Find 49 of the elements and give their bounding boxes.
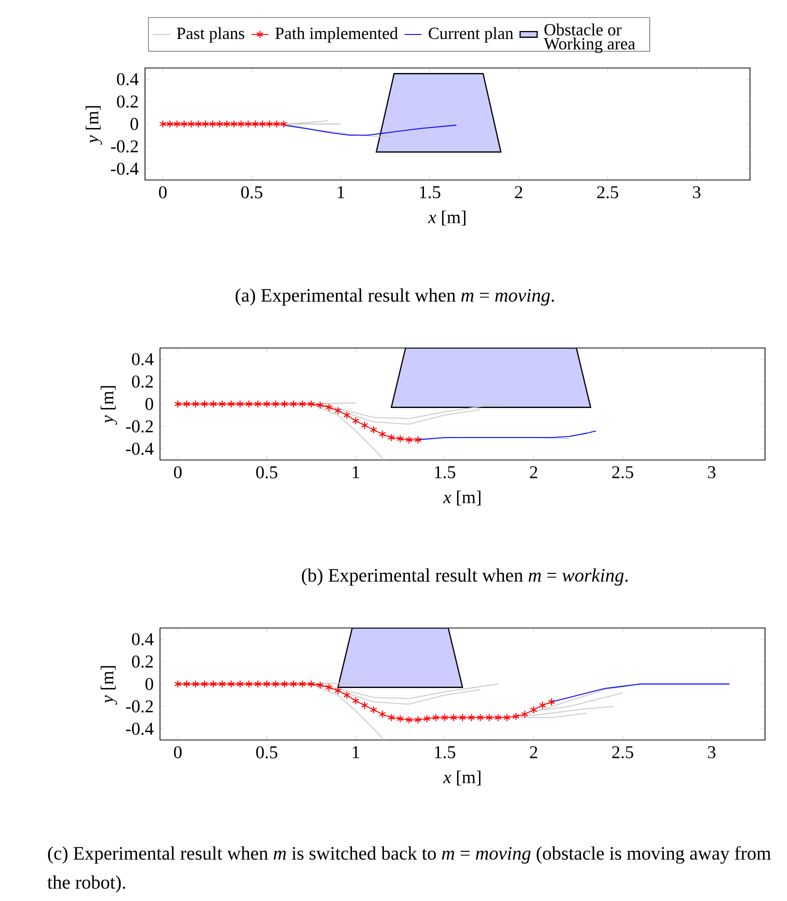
x-tick-label: 0 (174, 466, 182, 478)
y-tick-label: 0 (145, 398, 154, 410)
x-tick-label: 2 (530, 466, 538, 478)
y-tick-label: 0 (145, 678, 154, 690)
x-tick-label: 0 (158, 186, 167, 198)
legend-label: Obstacle or Working area (544, 24, 636, 53)
y-tick-label: -0.2 (110, 140, 138, 153)
x-tick-label: 2.5 (597, 186, 618, 198)
y-axis-title: y [m] (100, 386, 118, 425)
x-tick-label: 1 (338, 186, 344, 198)
x-axis-title: x [m] (428, 210, 466, 226)
x-axis-title: x [m] (443, 490, 480, 506)
x-tick-label: 1.5 (435, 746, 456, 758)
x-tick-label: 0 (174, 746, 182, 758)
y-tick-label: -0.4 (126, 442, 154, 455)
y-axis-title: y [m] (100, 666, 118, 705)
x-tick-label: 1.5 (420, 186, 440, 198)
y-tick-label: 0.2 (116, 95, 138, 108)
x-tick-label: 0.5 (256, 466, 278, 478)
x-tick-label: 3 (708, 466, 716, 478)
y-tick-label: 0.4 (132, 353, 154, 366)
y-tick-label: -0.4 (126, 722, 154, 735)
y-tick-label: -0.2 (126, 420, 153, 433)
chart-title: (c) Experimental result when m is switched back to m = moving (obstacle is moving away from the robot). (47, 846, 771, 893)
y-tick-label: 0 (130, 118, 138, 130)
x-tick-label: 0.5 (241, 186, 262, 198)
legend-label: Path implemented (275, 27, 398, 43)
x-tick-label: 1 (352, 746, 360, 758)
x-tick-label: 2.5 (612, 746, 634, 758)
x-tick-label: 3 (692, 186, 700, 198)
x-tick-label: 3 (708, 746, 716, 758)
y-tick-label: 0.2 (132, 656, 153, 668)
y-tick-label: 0.4 (132, 633, 154, 646)
text: (b) Experimental result when m = working. (302, 568, 628, 586)
x-tick-label: 1.5 (435, 466, 456, 478)
y-tick-label: 0.4 (116, 73, 139, 86)
x-tick-label: 0.5 (256, 746, 278, 758)
legend-label: Current plan (428, 27, 514, 43)
text: (a) Experimental result when m = moving. (236, 288, 554, 306)
x-tick-label: 1 (352, 466, 360, 478)
y-tick-label: -0.2 (126, 700, 153, 713)
x-tick-label: 2 (514, 186, 522, 198)
y-tick-label: -0.4 (110, 162, 139, 175)
y-axis-title: y [m] (86, 106, 102, 145)
y-tick-label: 0.2 (132, 375, 153, 388)
x-tick-label: 2.5 (612, 466, 634, 478)
legend-label: Past plans (176, 27, 244, 43)
x-axis-title: x [m] (443, 770, 480, 786)
x-tick-label: 2 (530, 746, 538, 758)
